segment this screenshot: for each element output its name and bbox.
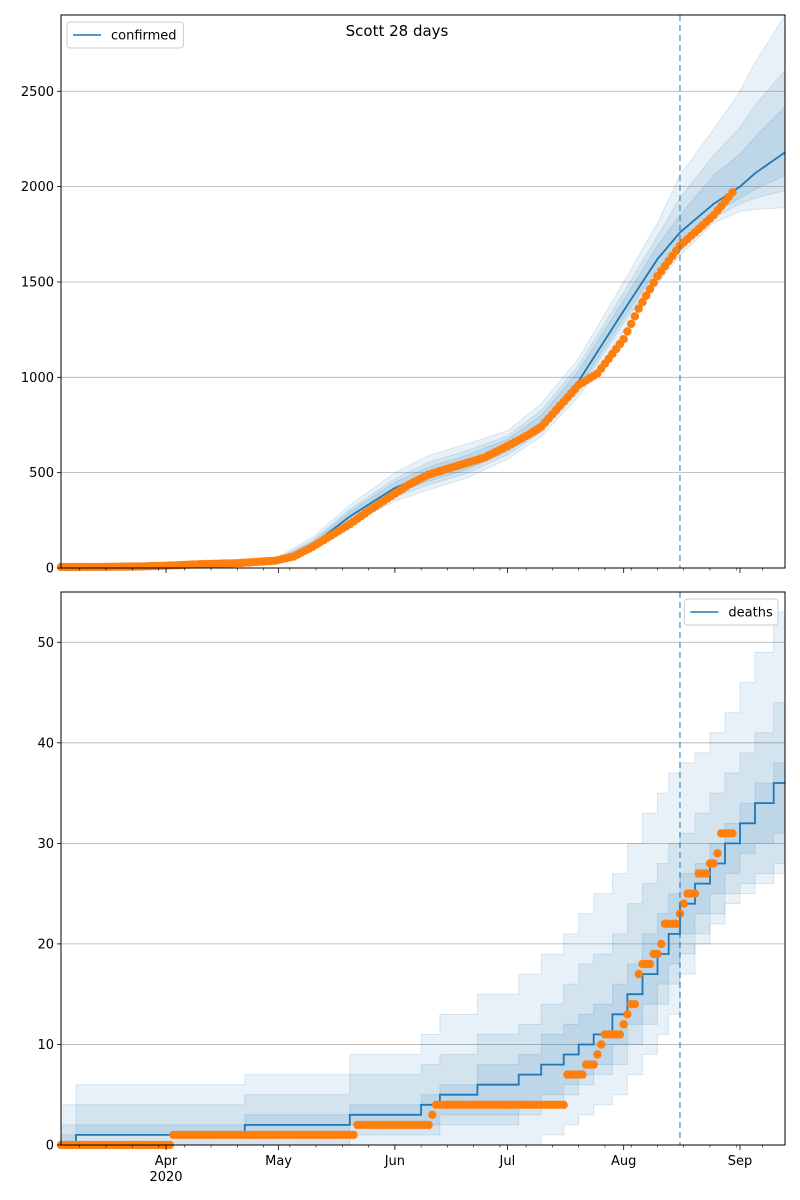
deaths-uncertainty-band (60, 592, 786, 1146)
deaths-xticks: Apr May Jun Jul Aug Sep 2020 (79, 1145, 763, 1185)
deaths-legend-label: deaths (728, 606, 773, 621)
deaths-panel: 0 10 20 30 40 50 Apr May Jun Jul Aug Sep 2020 death… (37, 591, 786, 1185)
confirmed-legend: confirmed (66, 21, 184, 49)
deaths-legend-box (683, 598, 779, 626)
confirmed-observed-point (649, 278, 658, 287)
deaths-observed-point (619, 1020, 628, 1029)
deaths-observed-point (349, 1130, 358, 1140)
confirmed-observed-point (619, 335, 628, 344)
deaths-observed-point (597, 1040, 606, 1049)
deaths-xtick-label: Sep (728, 1154, 753, 1169)
confirmed-grid (61, 90, 785, 474)
deaths-observed-point (690, 889, 700, 898)
confirmed-observed-point (623, 327, 632, 336)
deaths-legend: deaths (683, 598, 779, 626)
deaths-observed-point (578, 1070, 587, 1079)
deaths-observed-point (589, 1060, 598, 1069)
deaths-observed-point (657, 939, 666, 949)
deaths-ytick-label: 10 (37, 1038, 54, 1053)
figure-title: Scott 28 days (346, 22, 449, 40)
deaths-xtick-label: May (265, 1154, 292, 1169)
deaths-observed-point (559, 1100, 568, 1110)
deaths-observed-point (428, 1110, 437, 1120)
deaths-observed-point (713, 849, 722, 858)
deaths-observed-point (702, 869, 711, 878)
deaths-year-label: 2020 (149, 1170, 182, 1185)
deaths-model (61, 782, 785, 1146)
deaths-observed-point (653, 949, 662, 959)
deaths-xtick-label: Apr (155, 1154, 178, 1169)
deaths-ytick-label: 20 (37, 937, 54, 952)
confirmed-observed-point (634, 304, 643, 313)
deaths-observed-point (672, 919, 681, 928)
deaths-model-line (61, 782, 785, 1146)
deaths-observed-point (630, 1000, 640, 1009)
deaths-xtick-label: Jul (499, 1154, 516, 1169)
deaths-xtick-label: Jun (384, 1154, 405, 1169)
confirmed-legend-box (66, 21, 184, 49)
deaths-ytick-label: 50 (37, 636, 54, 651)
deaths-observed-point (593, 1050, 602, 1059)
deaths-observed-point (709, 859, 718, 868)
confirmed-observed-point (645, 285, 655, 294)
deaths-observed-point (615, 1030, 625, 1039)
confirmed-ytick-label: 1000 (21, 371, 54, 386)
confirmed-observed-point (638, 298, 647, 307)
confirmed-legend-label: confirmed (111, 29, 177, 44)
confirmed-observed-point (642, 291, 651, 300)
confirmed-yticks: 0 500 1000 1500 2000 2500 (21, 85, 61, 577)
deaths-ytick-label: 40 (37, 736, 54, 751)
confirmed-panel: 0 500 1000 1500 2000 2500 confirmed (21, 13, 786, 577)
deaths-ytick-label: 0 (46, 1139, 54, 1154)
confirmed-ytick-label: 0 (46, 562, 54, 577)
confirmed-xticks (79, 568, 763, 573)
deaths-observed-point (623, 1010, 632, 1019)
confirmed-observed (56, 188, 737, 572)
deaths-observed-point (679, 899, 688, 908)
deaths-observed-point (424, 1120, 433, 1130)
confirmed-ytick-label: 1500 (21, 275, 54, 290)
deaths-xtick-label: Aug (611, 1154, 636, 1169)
confirmed-observed-point (630, 312, 640, 321)
deaths-observed-point (728, 829, 737, 838)
deaths-yticks: 0 10 20 30 40 50 (37, 636, 61, 1154)
confirmed-ytick-label: 2000 (21, 180, 54, 195)
deaths-ytick-label: 30 (37, 837, 54, 852)
confirmed-ytick-label: 500 (29, 466, 54, 481)
confirmed-observed-point (728, 188, 737, 197)
deaths-observed-point (634, 969, 643, 979)
confirmed-observed-point (627, 319, 636, 329)
deaths-axes-frame (60, 591, 786, 1146)
deaths-observed-point (645, 959, 655, 969)
confirmed-axes-frame (60, 14, 786, 569)
confirmed-ytick-label: 2500 (21, 85, 54, 100)
